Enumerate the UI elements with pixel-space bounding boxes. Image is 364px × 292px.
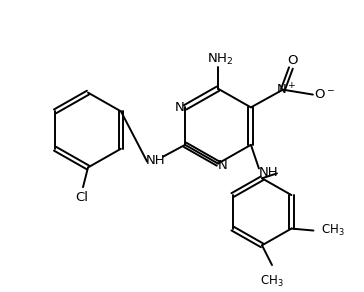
Text: N: N [175,101,185,114]
Text: NH$_2$: NH$_2$ [207,52,233,67]
Text: CH$_3$: CH$_3$ [260,274,284,289]
Text: O$^-$: O$^-$ [314,88,336,101]
Text: O: O [288,54,298,67]
Text: Cl: Cl [75,191,88,204]
Text: NH: NH [145,154,165,167]
Text: NH: NH [259,166,279,179]
Text: CH$_3$: CH$_3$ [321,223,345,238]
Text: N$^+$: N$^+$ [276,82,296,97]
Text: N: N [218,159,228,172]
